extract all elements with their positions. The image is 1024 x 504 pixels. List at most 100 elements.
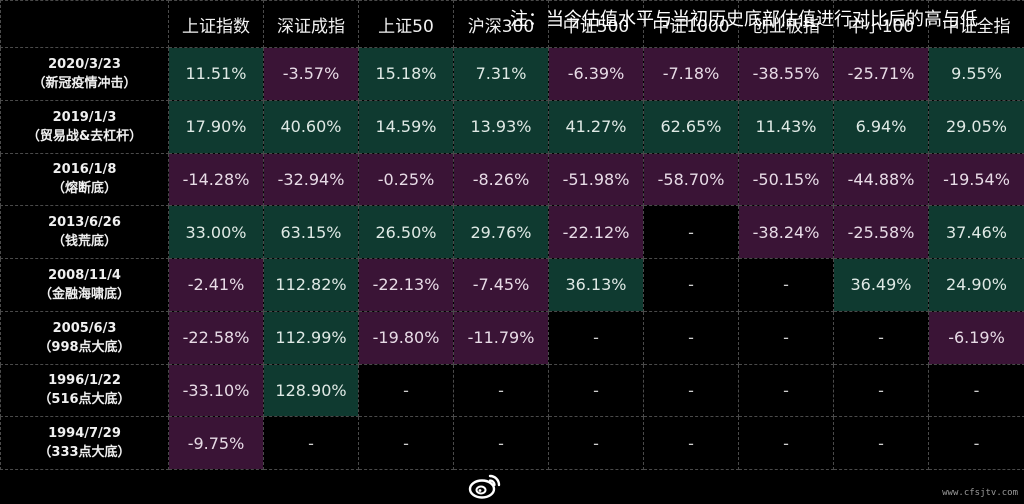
value-cell: 15.18%: [358, 47, 454, 101]
value-cell: -25.71%: [833, 47, 929, 101]
value-cell: -: [548, 310, 644, 365]
value-cell: 36.13%: [548, 258, 644, 312]
value-cell: -25.58%: [833, 205, 929, 259]
value-cell: -: [738, 310, 834, 365]
value-cell: 128.90%: [263, 363, 359, 418]
value-cell: -22.13%: [358, 258, 454, 312]
value-cell: -19.54%: [928, 152, 1024, 207]
value-cell: 112.99%: [263, 310, 359, 365]
row-label: 1996/1/22 （516点大底）: [0, 363, 169, 418]
value-cell: 33.00%: [168, 205, 264, 259]
table-row: 2020/3/23 （新冠疫情冲击） 11.51% -3.57% 15.18% 7.31%…: [0, 47, 1024, 101]
row-label: 2008/11/4 （金融海啸底）: [0, 258, 169, 312]
value-cell: 24.90%: [928, 258, 1024, 312]
row-note: （钱荒底）: [51, 234, 117, 250]
value-cell: 17.90%: [168, 99, 264, 154]
row-date: 1994/7/29: [48, 426, 121, 442]
table-row: 2008/11/4 （金融海啸底） -2.41% 112.82% -22.13% -7.4…: [0, 258, 1024, 312]
row-note: （516点大底）: [38, 392, 131, 408]
value-cell: -6.39%: [548, 47, 644, 101]
row-date: 2016/1/8: [52, 162, 117, 178]
watermark: www.cfsjtv.com: [942, 488, 1018, 498]
value-cell: -: [453, 363, 549, 418]
column-header: 中证全指: [928, 0, 1024, 48]
row-note: （金融海啸底）: [38, 286, 130, 302]
value-cell: -33.10%: [168, 363, 264, 418]
column-header: 上证指数: [168, 0, 264, 48]
value-cell: -14.28%: [168, 152, 264, 207]
value-cell: 112.82%: [263, 258, 359, 312]
value-cell: 36.49%: [833, 258, 929, 312]
value-cell: -: [263, 416, 359, 470]
row-date: 2005/6/3: [52, 320, 117, 336]
value-cell: -38.55%: [738, 47, 834, 101]
table-row: 1996/1/22 （516点大底） -33.10% 128.90% - - - - - - -: [0, 363, 1024, 418]
value-cell: -: [453, 416, 549, 470]
value-cell: -7.18%: [643, 47, 739, 101]
row-date: 2008/11/4: [48, 267, 121, 283]
value-cell: 13.93%: [453, 99, 549, 154]
table-body: 2020/3/23 （新冠疫情冲击） 11.51% -3.57% 15.18% 7.31%…: [0, 47, 1024, 470]
value-cell: 29.76%: [453, 205, 549, 259]
value-cell: -: [928, 363, 1024, 418]
value-cell: -: [643, 363, 739, 418]
value-cell: -: [643, 258, 739, 312]
value-cell: -51.98%: [548, 152, 644, 207]
value-cell: -: [738, 363, 834, 418]
value-cell: -: [548, 363, 644, 418]
value-cell: -0.25%: [358, 152, 454, 207]
row-label: 1994/7/29 （333点大底）: [0, 416, 169, 470]
value-cell: 14.59%: [358, 99, 454, 154]
table-row: 2019/1/3 （贸易战&去杠杆） 17.90% 40.60% 14.59% 13.93…: [0, 99, 1024, 154]
value-cell: -9.75%: [168, 416, 264, 470]
value-cell: 7.31%: [453, 47, 549, 101]
value-cell: -19.80%: [358, 310, 454, 365]
value-cell: -11.79%: [453, 310, 549, 365]
row-label: 2013/6/26 （钱荒底）: [0, 205, 169, 259]
value-cell: -: [643, 205, 739, 259]
value-cell: 62.65%: [643, 99, 739, 154]
footer-caption: 注：当今估值水平与当初历史底部估值进行对比后的高与低: [510, 9, 978, 30]
row-date: 2013/6/26: [48, 215, 121, 231]
row-note: （998点大底）: [38, 339, 131, 355]
value-cell: -3.57%: [263, 47, 359, 101]
row-label: 2005/6/3 （998点大底）: [0, 310, 169, 365]
value-cell: 41.27%: [548, 99, 644, 154]
value-cell: -2.41%: [168, 258, 264, 312]
value-cell: 9.55%: [928, 47, 1024, 101]
row-date: 2020/3/23: [48, 56, 121, 72]
table-row: 2013/6/26 （钱荒底） 33.00% 63.15% 26.50% 29.76% -2…: [0, 205, 1024, 259]
row-label: 2019/1/3 （贸易战&去杠杆）: [0, 99, 169, 154]
value-cell: 26.50%: [358, 205, 454, 259]
value-cell: 6.94%: [833, 99, 929, 154]
value-cell: 29.05%: [928, 99, 1024, 154]
value-cell: -: [643, 310, 739, 365]
valuation-comparison-table: 上证指数 深证成指 上证50 沪深300 中证500 中证1000 创业板指 中小100 中证全…: [0, 0, 1024, 470]
weibo-icon[interactable]: [468, 472, 502, 500]
table-row: 2005/6/3 （998点大底） -22.58% 112.99% -19.80% -11…: [0, 310, 1024, 365]
table-row: 2016/1/8 （熔断底） -14.28% -32.94% -0.25% -8.26% -…: [0, 152, 1024, 207]
value-cell: 37.46%: [928, 205, 1024, 259]
value-cell: -22.12%: [548, 205, 644, 259]
row-note: （333点大底）: [38, 445, 131, 461]
value-cell: -: [358, 416, 454, 470]
row-note: （新冠疫情冲击）: [32, 75, 137, 91]
row-label: 2016/1/8 （熔断底）: [0, 152, 169, 207]
value-cell: -22.58%: [168, 310, 264, 365]
value-cell: -: [928, 416, 1024, 470]
value-cell: -: [833, 310, 929, 365]
value-cell: -: [738, 416, 834, 470]
row-date: 1996/1/22: [48, 373, 121, 389]
value-cell: -44.88%: [833, 152, 929, 207]
value-cell: -: [833, 363, 929, 418]
value-cell: -50.15%: [738, 152, 834, 207]
value-cell: -: [643, 416, 739, 470]
value-cell: -8.26%: [453, 152, 549, 207]
column-header: 上证50: [358, 0, 454, 48]
header-row: 上证指数 深证成指 上证50 沪深300 中证500 中证1000 创业板指 中小100 中证全…: [0, 0, 1024, 48]
value-cell: 40.60%: [263, 99, 359, 154]
value-cell: 11.51%: [168, 47, 264, 101]
value-cell: -: [833, 416, 929, 470]
footer: [0, 470, 1024, 504]
table-row: 1994/7/29 （333点大底） -9.75% - - - - - - - -: [0, 416, 1024, 470]
